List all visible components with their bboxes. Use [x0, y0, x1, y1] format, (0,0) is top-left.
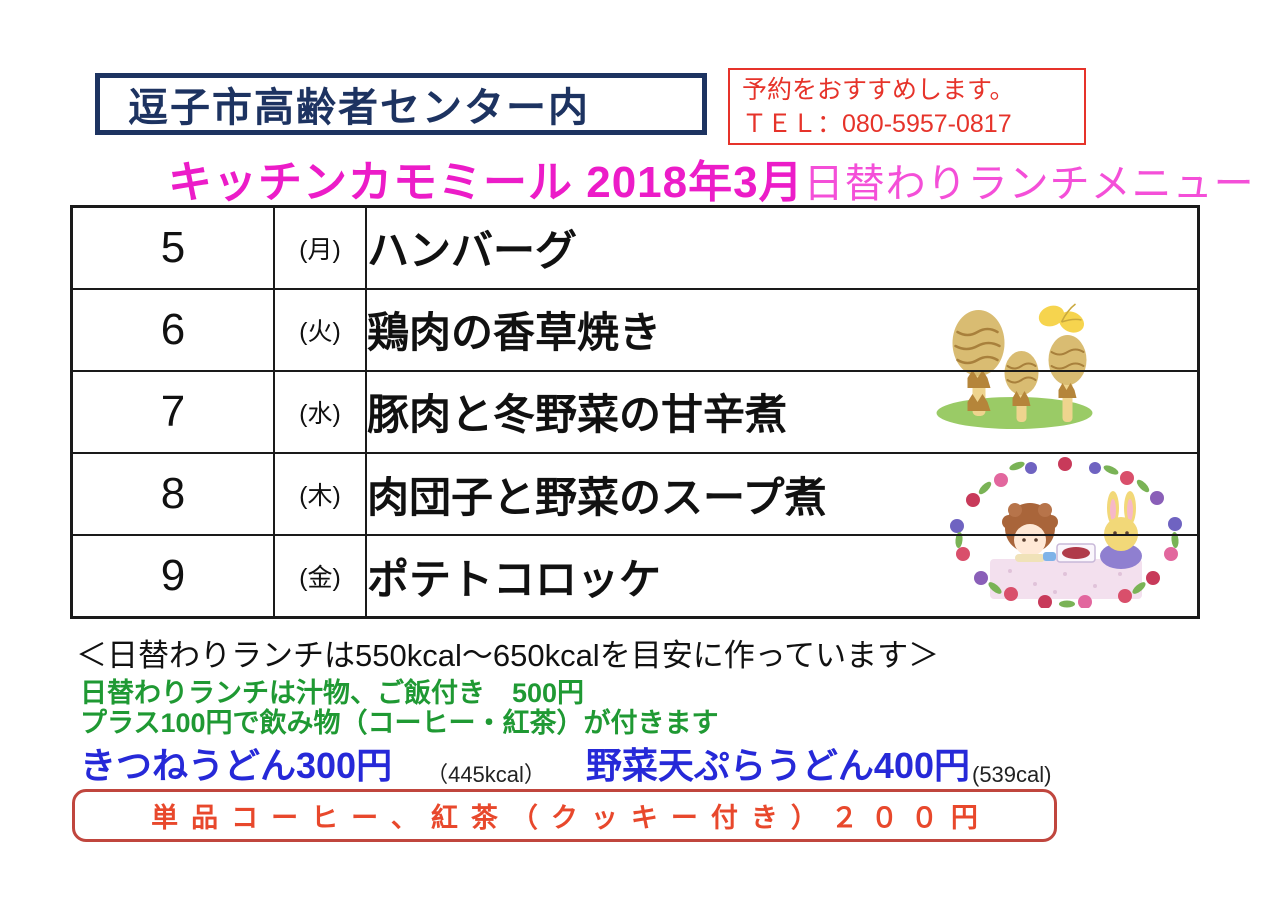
title-suffix: 日替わりランチメニュー — [803, 162, 1255, 206]
day-cell: 5 — [70, 205, 275, 290]
weekday-cell: (水) — [273, 369, 367, 455]
day-cell: 9 — [70, 534, 275, 619]
included-note: 日替わりランチは汁物、ご飯付き 500円 — [80, 678, 585, 708]
weekday-cell: (金) — [273, 534, 367, 619]
tempura-udon-price: 野菜天ぷらうどん400円 — [585, 745, 970, 786]
page-title: キッチンカモミール 2018年3月 日替わりランチメニュー — [168, 146, 1255, 207]
weekday-cell: (月) — [273, 205, 367, 290]
day-cell: 7 — [70, 369, 275, 455]
dish-cell: ポテトコロッケ — [365, 534, 1200, 619]
venue-label: 逗子市高齢者センター内 — [128, 86, 590, 130]
day-cell: 8 — [70, 452, 275, 537]
table-row: 9 (金) ポテトコロッケ — [70, 534, 1200, 619]
kitsune-udon-kcal: （445kcal） — [426, 762, 546, 787]
reservation-box: 予約をおすすめします。 ＴＥＬ：080-5957-0817 — [728, 68, 1086, 145]
day-cell: 6 — [70, 287, 275, 372]
menu-table-zone: 5 (月) ハンバーグ 6 (火) 鶏肉の香草焼き 7 (水) 豚肉と冬野菜の甘… — [70, 205, 1200, 619]
kitsune-udon-price: きつねうどん300円 — [80, 745, 393, 786]
drink-note: プラス100円で飲み物（コーヒー・紅茶）が付きます — [80, 708, 719, 738]
tempura-udon-kcal: (539cal) — [972, 762, 1052, 787]
venue-box: 逗子市高齢者センター内 — [95, 73, 707, 135]
kcal-range-note: ＜日替わりランチは550kcal～650kcalを目安に作っています＞ — [76, 638, 940, 673]
reservation-note: 予約をおすすめします。 — [742, 75, 1015, 104]
dish-cell: ハンバーグ — [365, 205, 1200, 290]
daily-menu-table: 5 (月) ハンバーグ 6 (火) 鶏肉の香草焼き 7 (水) 豚肉と冬野菜の甘… — [70, 205, 1200, 619]
weekday-cell: (火) — [273, 287, 367, 372]
table-row: 8 (木) 肉団子と野菜のスープ煮 — [70, 452, 1200, 537]
weekday-cell: (木) — [273, 452, 367, 537]
table-row: 5 (月) ハンバーグ — [70, 205, 1200, 290]
dish-cell: 肉団子と野菜のスープ煮 — [365, 452, 1200, 537]
dish-cell: 豚肉と冬野菜の甘辛煮 — [365, 369, 1200, 455]
title-brand: キッチンカモミール 2018年3月 — [168, 158, 804, 207]
dish-cell: 鶏肉の香草焼き — [365, 287, 1200, 372]
single-item-price-label: 単品コーヒー、紅茶（クッキー付き）２００円 — [151, 803, 991, 833]
table-row: 6 (火) 鶏肉の香草焼き — [70, 287, 1200, 372]
reservation-phone: ＴＥＬ：080-5957-0817 — [742, 109, 1012, 138]
table-row: 7 (水) 豚肉と冬野菜の甘辛煮 — [70, 369, 1200, 455]
single-item-price-box: 単品コーヒー、紅茶（クッキー付き）２００円 — [72, 789, 1057, 842]
udon-price-line: きつねうどん300円 （445kcal） 野菜天ぷらうどん400円 (539ca… — [80, 737, 1051, 789]
